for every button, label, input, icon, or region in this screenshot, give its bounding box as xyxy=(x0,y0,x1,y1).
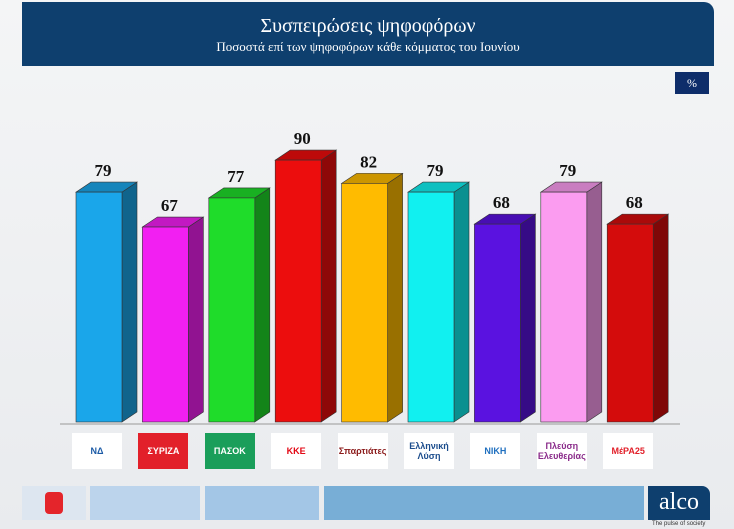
bar-side xyxy=(652,213,669,423)
party-logo: Σπαρτιάτες xyxy=(337,433,388,469)
bar-side xyxy=(586,181,603,423)
alco-tagline: The pulse of society xyxy=(652,521,706,527)
chart-title: Συσπειρώσεις ψηφοφόρων xyxy=(260,15,476,37)
chart-header: Συσπειρώσεις ψηφοφόρων Ποσοστά επί των ψ… xyxy=(22,2,714,66)
bar-side xyxy=(188,216,204,423)
data-label: 68 xyxy=(626,193,643,212)
bar xyxy=(474,223,521,423)
chart-subtitle: Ποσοστά επί των ψηφοφόρων κάθε κόμματος … xyxy=(216,39,520,54)
party-logo: ΜέΡΑ25 xyxy=(603,433,654,469)
data-label: 79 xyxy=(427,161,444,180)
data-label: 79 xyxy=(559,161,576,180)
bar xyxy=(606,223,654,423)
party-logo: ΠΑΣΟΚ xyxy=(204,433,255,469)
bar-side xyxy=(520,213,536,423)
bar xyxy=(407,191,455,423)
party-logo: Ελληνική Λύση xyxy=(404,433,454,469)
data-label: 68 xyxy=(493,193,510,212)
bar-side xyxy=(387,172,403,423)
party-logo: ΣΥΡΙΖΑ xyxy=(138,433,189,469)
unit-badge: % xyxy=(675,72,709,94)
bar xyxy=(540,191,588,423)
data-label: 90 xyxy=(294,129,311,148)
data-label: 79 xyxy=(95,161,112,180)
bar xyxy=(208,197,256,423)
data-label: 82 xyxy=(360,152,377,171)
data-label: 77 xyxy=(227,167,245,186)
footer-band-1 xyxy=(90,486,200,520)
bar xyxy=(75,191,123,423)
bar-side xyxy=(320,149,337,423)
alco-logo: alco xyxy=(648,486,710,520)
bar-side xyxy=(121,181,138,423)
party-logo: ΚΚΕ xyxy=(271,433,322,469)
footer-band-3 xyxy=(324,486,644,520)
bar-side xyxy=(254,187,271,423)
party-logo: ΝΙΚΗ xyxy=(470,433,521,469)
party-logo: Πλεύση Ελευθερίας xyxy=(536,433,587,469)
bar xyxy=(274,159,322,423)
alpha-logo-panel xyxy=(22,486,86,520)
footer-band-2 xyxy=(205,486,319,520)
data-label: 67 xyxy=(161,196,179,215)
bar xyxy=(142,226,189,423)
alpha-logo-icon xyxy=(45,492,63,514)
bar xyxy=(341,183,388,423)
party-logo: ΝΔ xyxy=(72,433,122,469)
bar-side xyxy=(453,181,470,423)
